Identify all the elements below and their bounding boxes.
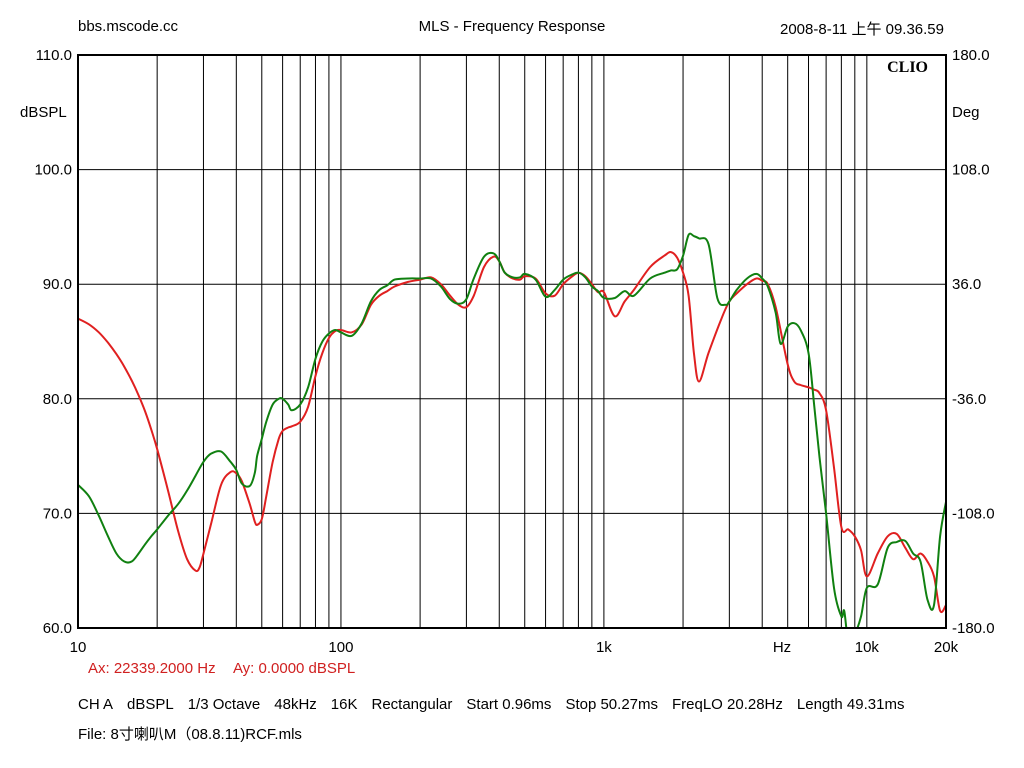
file-name: File: 8寸喇叭M（08.8.11)RCF.mls xyxy=(78,726,302,743)
x-tick-label: 100 xyxy=(328,639,353,656)
y2-tick-label: -36.0 xyxy=(952,391,986,408)
y-tick-label: 60.0 xyxy=(43,620,72,637)
cursor-readout: Ax: 22339.2000 Hz Ay: 0.0000 dBSPL xyxy=(88,660,369,677)
cursor-y-value: Ay: 0.0000 dBSPL xyxy=(232,660,356,677)
x-tick-label: 10k xyxy=(855,639,880,656)
setting-item: 48kHz xyxy=(274,696,317,713)
setting-item: CH A xyxy=(78,696,114,713)
series-lines xyxy=(78,232,946,628)
header-timestamp: 2008-8-11 上午 09.36.59 xyxy=(780,21,944,38)
chart-title: MLS - Frequency Response xyxy=(418,18,606,35)
setting-item: dBSPL xyxy=(127,696,174,713)
plot-frame xyxy=(77,54,947,629)
y2-tick-label: -108.0 xyxy=(952,505,995,522)
red-response-line xyxy=(78,251,946,614)
tick-labels: 60.0 70.0 80.0 90.0 100.0 110.0 -180.0 -108.0 -3… xyxy=(34,47,994,656)
clio-logo: CLIO xyxy=(887,59,928,76)
y-axis-label: dBSPL xyxy=(20,104,67,121)
green-response-line xyxy=(78,232,946,628)
y-tick-label: 100.0 xyxy=(34,162,72,179)
y-tick-label: 110.0 xyxy=(36,47,72,64)
cursor-x-value: Ax: 22339.2000 Hz xyxy=(88,660,216,677)
setting-item: Rectangular xyxy=(371,696,453,713)
y-tick-label: 90.0 xyxy=(43,276,72,293)
setting-item: FreqLO 20.28Hz xyxy=(672,696,783,713)
setting-item: 16K xyxy=(330,696,358,713)
x-axis-label: Hz xyxy=(773,639,791,656)
setting-item: Start 0.96ms xyxy=(466,696,552,713)
y2-tick-label: 108.0 xyxy=(952,162,990,179)
x-tick-label: 1k xyxy=(596,639,612,656)
measurement-settings: CH A dBSPL 1/3 Octave 48kHz 16K Rectangular St… xyxy=(78,696,918,713)
y2-tick-label: -180.0 xyxy=(952,620,995,637)
y2-tick-label: 180.0 xyxy=(952,47,990,64)
setting-item: Stop 50.27ms xyxy=(565,696,658,713)
y2-tick-label: 36.0 xyxy=(952,276,981,293)
grid xyxy=(78,55,946,628)
y-tick-label: 80.0 xyxy=(43,391,72,408)
y-tick-label: 70.0 xyxy=(43,505,72,522)
header-left-text: bbs.mscode.cc xyxy=(78,18,179,35)
x-tick-label: 10 xyxy=(70,639,87,656)
setting-item: Length 49.31ms xyxy=(796,696,905,713)
setting-item: 1/3 Octave xyxy=(187,696,261,713)
x-tick-label: 20k xyxy=(934,639,959,656)
y2-axis-label: Deg xyxy=(952,104,980,121)
frequency-response-chart: 60.0 70.0 80.0 90.0 100.0 110.0 -180.0 -108.0 -3… xyxy=(20,47,995,656)
